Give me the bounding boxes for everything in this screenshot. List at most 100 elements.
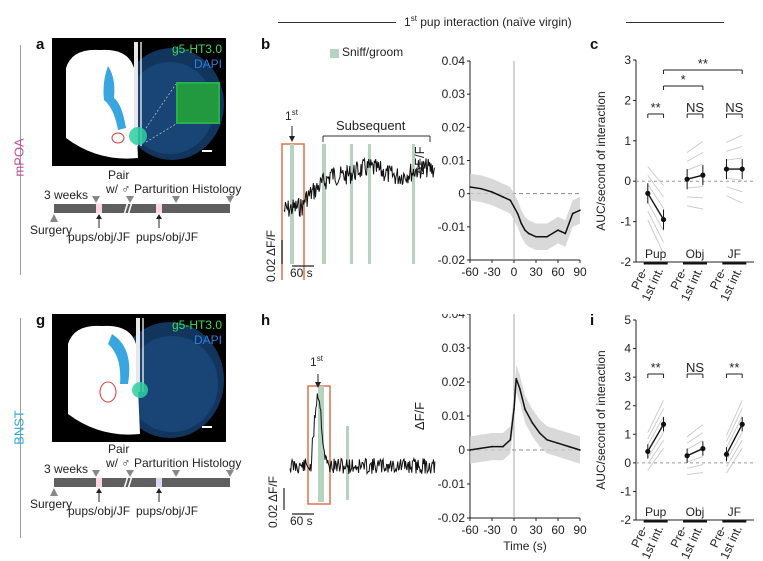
photometry-trace — [283, 157, 435, 218]
x-tick-label: 0 — [511, 523, 518, 537]
header-line-left — [278, 22, 396, 23]
significance-label: ** — [651, 100, 661, 115]
individual-line — [686, 424, 704, 438]
x-tick-label: 60 — [551, 523, 565, 537]
individual-line — [726, 432, 743, 461]
data-point — [509, 199, 512, 202]
data-point — [513, 206, 515, 208]
individual-line — [726, 186, 743, 193]
y-tick-label: 4 — [624, 342, 631, 356]
significance-label: NS — [725, 100, 743, 115]
mean-point — [684, 176, 690, 182]
group-label: JF — [728, 247, 741, 261]
panel-label-c: c — [590, 36, 599, 53]
group-label: Pup — [645, 505, 667, 519]
mean-line — [647, 423, 665, 452]
mean-point — [739, 166, 745, 172]
data-point — [519, 388, 521, 390]
individual-line — [726, 400, 743, 436]
individual-line — [726, 177, 743, 181]
data-point — [557, 229, 559, 231]
brain-section-illustration — [52, 38, 226, 166]
data-point — [546, 439, 548, 441]
individual-line — [686, 432, 704, 444]
significance-label: NS — [686, 360, 704, 375]
individual-line — [726, 440, 743, 468]
scale-bar-y-label: 0.02 ΔF/F — [266, 475, 280, 529]
y-tick-label: 0.02 — [442, 375, 466, 389]
mean-point — [739, 421, 745, 427]
individual-line — [647, 175, 664, 198]
timeline-surgery: Surgery — [30, 497, 73, 511]
mean-point — [684, 453, 690, 459]
y-tick-label: -0.02 — [438, 253, 466, 267]
timeline-histology: Histology — [192, 456, 242, 470]
y-tick-label: 1 — [624, 427, 631, 441]
first-interaction-label: 1st — [310, 354, 323, 369]
mean-point — [660, 216, 667, 223]
x-tick-label: 30 — [529, 265, 543, 279]
chart-b-right: 0.04 0.03 0.02 0.01 0 -0.01 -0.02-60 -30 0 30 60 90… — [412, 54, 587, 279]
sensor-label: g5-HT3.0 — [171, 42, 222, 56]
brain-image-mpoa: g5-HT3.0 DAPI — [52, 38, 226, 166]
trace-svg-h — [283, 374, 436, 515]
y-tick-label: 0.01 — [442, 154, 466, 168]
individual-line — [686, 440, 704, 450]
group-label: Obj — [686, 247, 705, 261]
panel-label-b: b — [261, 36, 271, 53]
data-point — [516, 212, 519, 215]
x-tick-label: -60 — [461, 523, 479, 537]
mean-point — [723, 451, 730, 457]
mean-line — [686, 174, 704, 180]
series-mean-line — [469, 186, 581, 238]
panel-label-a: a — [36, 36, 45, 53]
timeline-test-2: pups/obj/JF — [136, 230, 199, 244]
data-point — [571, 212, 574, 215]
mean-point — [645, 448, 651, 455]
data-point — [531, 422, 534, 424]
y-tick-label: 0 — [458, 187, 465, 201]
data-point — [509, 439, 512, 441]
data-point — [480, 187, 482, 190]
x-tick-label: -30 — [483, 265, 501, 279]
scale-bar-y-label: 0.02 ΔF/F — [264, 229, 278, 283]
mean-line — [647, 192, 665, 220]
individual-line — [647, 166, 664, 186]
panel-label-i: i — [590, 312, 595, 329]
mean-point — [700, 172, 706, 178]
individual-line — [647, 201, 664, 232]
scale-bar-x-label: 60 s — [290, 514, 313, 528]
significance-label: NS — [686, 100, 704, 115]
data-point — [579, 209, 581, 212]
individual-line — [687, 472, 703, 476]
timeline-test-1: pups/obj/JF — [68, 504, 131, 518]
y-tick-label: 0.02 — [442, 120, 466, 134]
individual-line — [687, 464, 703, 469]
significance-label: * — [681, 72, 686, 87]
individual-line — [687, 205, 703, 210]
data-point — [564, 232, 567, 235]
timeline-bnst: Pair w/ ♂ 3 weeks Parturition Histology … — [30, 442, 242, 526]
y-tick-label: 0.03 — [442, 341, 466, 355]
individual-line — [686, 152, 704, 162]
subsequent-label: Subsequent — [336, 118, 406, 133]
mean-point — [723, 166, 730, 172]
y-tick-label: 2 — [624, 93, 631, 107]
y-tick-label: -1 — [620, 215, 631, 229]
data-point — [524, 408, 526, 410]
photometry-trace — [289, 393, 436, 475]
y-axis-label: AUC/second of interaction — [594, 350, 608, 489]
significance-label: ** — [729, 360, 739, 375]
mean-point — [700, 445, 706, 452]
data-point — [527, 232, 530, 235]
brain-section-illustration — [52, 314, 226, 442]
chart-h-right: 0.04 0.03 0.02 0.01 0 -0.01 -0.02-60 -30 0 30 60 90… — [412, 314, 587, 553]
individual-line — [686, 163, 704, 171]
data-point — [491, 445, 493, 448]
y-tick-label: 3 — [624, 370, 631, 384]
individual-line — [726, 408, 743, 442]
data-point — [513, 408, 515, 410]
header-line-right — [626, 22, 724, 23]
y-tick-label: 0.03 — [442, 87, 466, 101]
